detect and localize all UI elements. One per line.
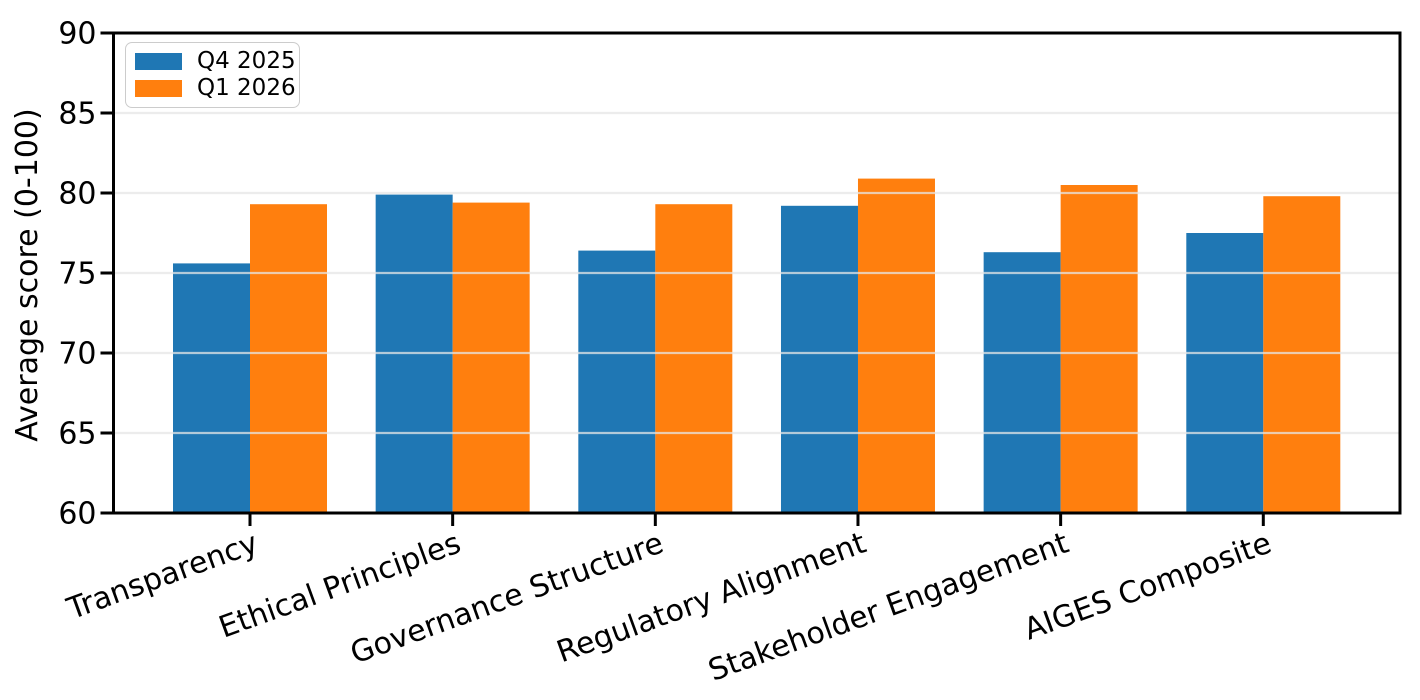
legend-label-q1-2026: Q1 2026 — [197, 75, 296, 102]
y-axis-label: Average score (0-100) — [10, 108, 45, 442]
bar-q4-2025-0 — [173, 263, 250, 513]
bar-q4-2025-2 — [578, 250, 656, 513]
bar-q1-2026-4 — [1060, 185, 1138, 513]
y-tick-label-70: 70 — [58, 337, 96, 372]
legend-swatch-q1-2026 — [135, 80, 182, 98]
bar-q4-2025-4 — [983, 252, 1061, 513]
bar-q4-2025-3 — [780, 205, 858, 514]
y-tick-label-75: 75 — [58, 257, 96, 292]
legend-swatch-q4-2025 — [135, 52, 182, 70]
bar-q1-2026-5 — [1263, 196, 1341, 513]
bar-q4-2025-5 — [1186, 233, 1264, 513]
y-tick-label-85: 85 — [58, 97, 96, 132]
bar-q1-2026-1 — [452, 202, 530, 513]
bar-q1-2026-0 — [250, 204, 327, 513]
legend-item-q4-2025: Q4 2025 — [126, 47, 299, 74]
bar-q1-2026-2 — [655, 204, 733, 513]
bar-q1-2026-3 — [857, 178, 935, 513]
legend-item-q1-2026: Q1 2026 — [126, 77, 299, 100]
legend-label-q4-2025: Q4 2025 — [197, 47, 296, 74]
y-tick-label-60: 60 — [58, 497, 96, 532]
y-tick-label-90: 90 — [58, 17, 96, 52]
x-tick-label-4: Stakeholder Engagement — [704, 526, 1074, 689]
legend: Q4 2025 Q1 2026 — [125, 42, 300, 108]
y-tick-label-65: 65 — [58, 417, 96, 452]
y-tick-label-80: 80 — [58, 177, 96, 212]
